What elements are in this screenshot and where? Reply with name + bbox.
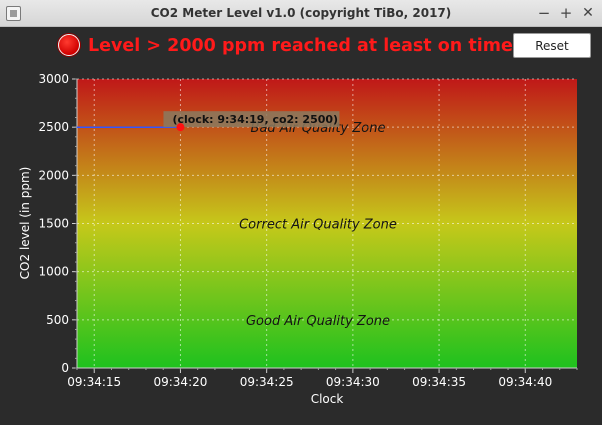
- x-tick-label: 09:34:25: [240, 375, 294, 389]
- x-axis-title: Clock: [311, 392, 344, 406]
- close-button[interactable]: ✕: [582, 5, 594, 21]
- title-bar[interactable]: CO2 Meter Level v1.0 (copyright TiBo, 20…: [0, 0, 602, 27]
- tooltip-text: (clock: 9:34:19, co2: 2500): [172, 113, 338, 126]
- y-tick-label: 500: [46, 313, 69, 327]
- x-tick-label: 09:34:15: [67, 375, 121, 389]
- zone-label: Correct Air Quality Zone: [239, 218, 397, 233]
- highlighted-point-marker: [176, 123, 185, 132]
- grid-lines: [77, 78, 577, 368]
- x-tick-label: 09:34:20: [153, 375, 207, 389]
- app-icon: [6, 6, 21, 21]
- window-title: CO2 Meter Level v1.0 (copyright TiBo, 20…: [150, 6, 452, 20]
- tooltip-box: [163, 111, 340, 128]
- x-tick-label: 09:34:30: [326, 375, 380, 389]
- co2-data-point: [76, 126, 78, 128]
- x-tick-label: 09:34:40: [498, 375, 552, 389]
- x-tick-label: 09:34:35: [412, 375, 466, 389]
- reset-button[interactable]: Reset: [513, 33, 591, 58]
- y-tick-label: 1000: [38, 265, 69, 279]
- y-tick-label: 0: [61, 361, 69, 375]
- y-tick-label: 2000: [38, 168, 69, 182]
- co2-chart[interactable]: 0 500 1000 1500 2000 2500 3000 09:34:15 09:34:2…: [0, 62, 602, 425]
- status-message: Level > 2000 ppm reached at least on tim…: [88, 36, 513, 56]
- minimize-button[interactable]: −: [537, 4, 551, 22]
- y-tick-label: 1500: [38, 217, 69, 231]
- y-axis-title: CO2 level (in ppm): [18, 167, 32, 280]
- alert-indicator-icon: [58, 34, 80, 56]
- y-tick-label: 3000: [38, 72, 69, 86]
- maximize-button[interactable]: +: [559, 4, 573, 22]
- zone-label: Good Air Quality Zone: [246, 314, 390, 329]
- y-tick-label: 2500: [38, 120, 69, 134]
